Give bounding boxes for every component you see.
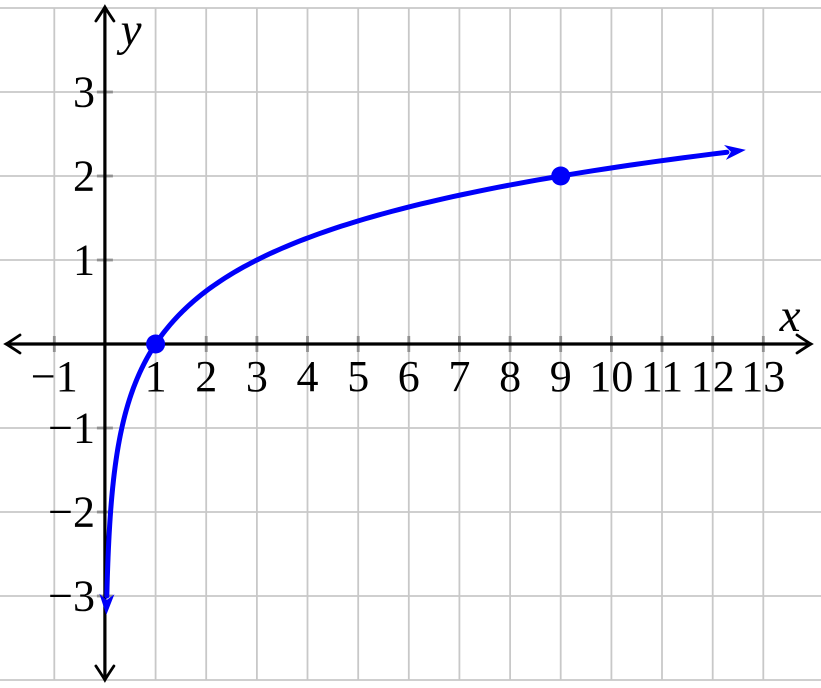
y-tick-label-1: 1 — [73, 236, 95, 285]
y-axis-arrow-down-icon — [94, 664, 116, 683]
x-tick-label-11: 11 — [641, 352, 683, 401]
x-tick-label-13: 13 — [741, 352, 785, 401]
curve-arrow-down-icon — [99, 593, 115, 615]
marked-point-1-0 — [146, 334, 166, 354]
x-tick-label-12: 12 — [691, 352, 735, 401]
y-tick-label--1: −1 — [48, 404, 95, 453]
marked-point-9-2 — [551, 166, 571, 186]
x-tick-label-7: 7 — [448, 352, 470, 401]
x-axis-arrow-right-icon — [795, 333, 814, 355]
log-curve — [104, 149, 730, 599]
x-axis-arrow-left-icon — [3, 333, 22, 355]
y-tick-label-3: 3 — [73, 68, 95, 117]
y-tick-label--2: −2 — [48, 488, 95, 537]
y-tick-label--3: −3 — [48, 572, 95, 621]
x-tick-label-8: 8 — [499, 352, 521, 401]
x-tick-label-6: 6 — [398, 352, 420, 401]
x-axis-label: x — [779, 290, 801, 342]
x-tick-label-1: 1 — [145, 352, 167, 401]
x-tick-label-10: 10 — [589, 352, 633, 401]
x-tick-label--1: −1 — [31, 352, 78, 401]
y-tick-label-2: 2 — [73, 152, 95, 201]
x-tick-label-9: 9 — [550, 352, 572, 401]
x-tick-label-5: 5 — [347, 352, 369, 401]
x-tick-label-2: 2 — [195, 352, 217, 401]
x-tick-label-3: 3 — [246, 352, 268, 401]
y-axis-arrow-up-icon — [94, 4, 116, 23]
y-axis-label: y — [117, 4, 142, 56]
curve-arrow-end-icon — [724, 145, 746, 160]
x-tick-label-4: 4 — [297, 352, 319, 401]
